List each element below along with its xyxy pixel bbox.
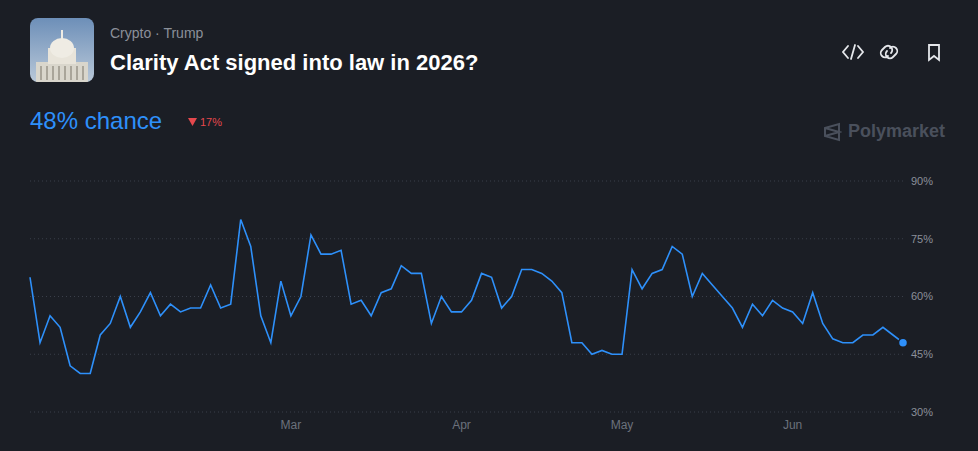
svg-text:75%: 75%	[911, 233, 933, 245]
svg-text:Apr: Apr	[452, 418, 471, 432]
svg-text:Mar: Mar	[281, 418, 302, 432]
svg-text:60%: 60%	[911, 290, 933, 302]
html-text:Clarity Act signed into law in: Clarity Act signed into law in 2026?	[110, 50, 479, 75]
html-text:17%: 17%	[200, 116, 222, 128]
svg-text:Jun: Jun	[783, 418, 802, 432]
svg-text:May: May	[611, 418, 634, 432]
html-text:Polymarket: Polymarket	[848, 121, 946, 141]
svg-text:90%: 90%	[911, 175, 933, 187]
html-text:Crypto · Trump: Crypto · Trump	[110, 25, 204, 41]
svg-text:45%: 45%	[911, 348, 933, 360]
html-text:48% chance: 48% chance	[30, 107, 163, 134]
svg-text:30%: 30%	[911, 406, 933, 418]
